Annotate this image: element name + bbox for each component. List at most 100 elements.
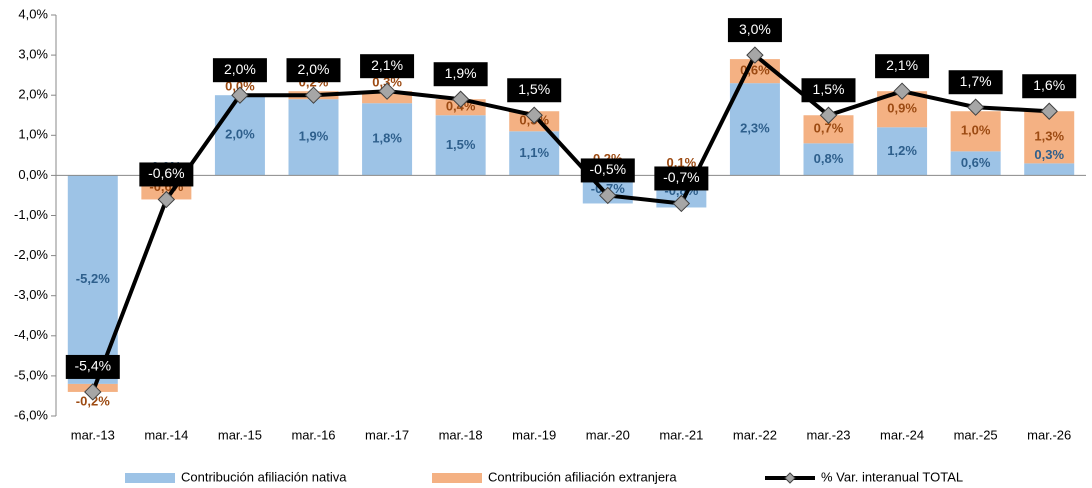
- y-tick-label: -6,0%: [14, 407, 48, 422]
- y-tick-label: 3,0%: [18, 47, 48, 62]
- total-label: -0,7%: [663, 169, 700, 185]
- label-box: [580, 158, 635, 183]
- bar: [435, 115, 486, 176]
- y-tick-label: 0,0%: [18, 167, 48, 182]
- value-label: -0,2%: [76, 393, 110, 408]
- x-tick-label: mar.-16: [291, 427, 335, 442]
- legend-label: Contribución afiliación extranjera: [488, 469, 677, 484]
- legend-marker: [784, 472, 796, 484]
- total-label: 1,5%: [813, 81, 845, 97]
- x-tick-label: mar.-22: [733, 427, 777, 442]
- value-label: 1,3%: [1034, 129, 1064, 144]
- value-label: -5,2%: [76, 271, 110, 286]
- label-box: [360, 54, 415, 79]
- y-tick-label: 4,0%: [18, 6, 48, 21]
- x-tick-label: mar.-20: [586, 427, 630, 442]
- value-label: 2,0%: [225, 127, 255, 142]
- y-tick-label: -4,0%: [14, 327, 48, 342]
- legend-swatch: [125, 473, 175, 483]
- label-box: [727, 18, 782, 43]
- bar: [803, 143, 854, 176]
- x-tick-label: mar.-18: [439, 427, 483, 442]
- x-tick-label: mar.-23: [806, 427, 850, 442]
- x-tick-label: mar.-14: [144, 427, 188, 442]
- total-label: 1,7%: [960, 73, 992, 89]
- value-label: 1,2%: [887, 143, 917, 158]
- value-label: 0,1%: [667, 155, 697, 170]
- legend-label: Contribución afiliación nativa: [181, 469, 347, 484]
- value-label: 1,5%: [446, 137, 476, 152]
- label-box: [801, 78, 856, 103]
- x-tick-label: mar.-13: [71, 427, 115, 442]
- y-tick-label: -3,0%: [14, 287, 48, 302]
- y-tick-label: -5,0%: [14, 367, 48, 382]
- bar: [214, 95, 265, 176]
- label-box: [1022, 74, 1077, 99]
- value-label: 0,3%: [1034, 147, 1064, 162]
- bar: [1024, 163, 1075, 176]
- y-tick-label: 2,0%: [18, 87, 48, 102]
- x-tick-label: mar.-19: [512, 427, 556, 442]
- value-label: 2,3%: [740, 121, 770, 136]
- label-box: [65, 354, 120, 379]
- label-box: [875, 54, 930, 79]
- marker: [84, 383, 102, 401]
- bar: [288, 99, 339, 176]
- marker: [304, 86, 323, 104]
- x-tick-label: mar.-24: [880, 427, 924, 442]
- marker: [672, 194, 691, 213]
- x-tick-label: mar.-17: [365, 427, 409, 442]
- value-label: 0,7%: [814, 121, 844, 136]
- value-label: 0,8%: [814, 151, 844, 166]
- marker: [599, 186, 617, 205]
- x-tick-label: mar.-25: [954, 427, 998, 442]
- label-box: [948, 70, 1003, 95]
- bar: [729, 83, 780, 176]
- value-label: 1,8%: [372, 131, 402, 146]
- marker: [451, 90, 470, 108]
- value-label: 1,9%: [299, 129, 329, 144]
- x-tick-label: mar.-21: [659, 427, 703, 442]
- total-label: 1,5%: [518, 81, 550, 97]
- value-label: 0,0%: [225, 79, 255, 94]
- total-label: 2,0%: [298, 61, 330, 77]
- line: [90, 51, 1050, 393]
- marker: [966, 98, 985, 116]
- marker: [746, 46, 764, 64]
- bar: [362, 103, 413, 176]
- total-label: 2,1%: [371, 57, 403, 73]
- bar: [950, 151, 1001, 176]
- marker: [893, 82, 911, 100]
- marker: [378, 82, 396, 100]
- value-label: 0,3%: [372, 75, 402, 90]
- label-box: [654, 166, 709, 191]
- label-box: [212, 58, 267, 83]
- legend-swatch: [432, 473, 482, 483]
- total-label: 2,1%: [886, 57, 918, 73]
- marker: [525, 106, 543, 124]
- total-label: -0,6%: [148, 165, 185, 181]
- total-label: 1,9%: [445, 65, 477, 81]
- label-box: [139, 162, 194, 187]
- legend-label: % Var. interanual TOTAL: [821, 469, 963, 484]
- marker: [819, 106, 838, 124]
- value-label: 1,0%: [961, 123, 991, 138]
- x-tick-label: mar.-15: [218, 427, 262, 442]
- total-label: 1,6%: [1033, 77, 1065, 93]
- label-box: [433, 62, 488, 87]
- label-box: [507, 78, 562, 103]
- total-label: 2,0%: [224, 61, 256, 77]
- y-tick-label: -2,0%: [14, 247, 48, 262]
- y-tick-label: -1,0%: [14, 207, 48, 222]
- total-label: 3,0%: [739, 21, 771, 37]
- total-label: -5,4%: [74, 358, 111, 374]
- bar: [509, 131, 560, 176]
- value-label: 1,1%: [519, 145, 549, 160]
- bar: [877, 127, 928, 176]
- total-label: -0,5%: [589, 161, 626, 177]
- marker: [157, 190, 176, 209]
- y-tick-label: 1,0%: [18, 127, 48, 142]
- bar: [950, 111, 1001, 152]
- value-label: 0,6%: [961, 155, 991, 170]
